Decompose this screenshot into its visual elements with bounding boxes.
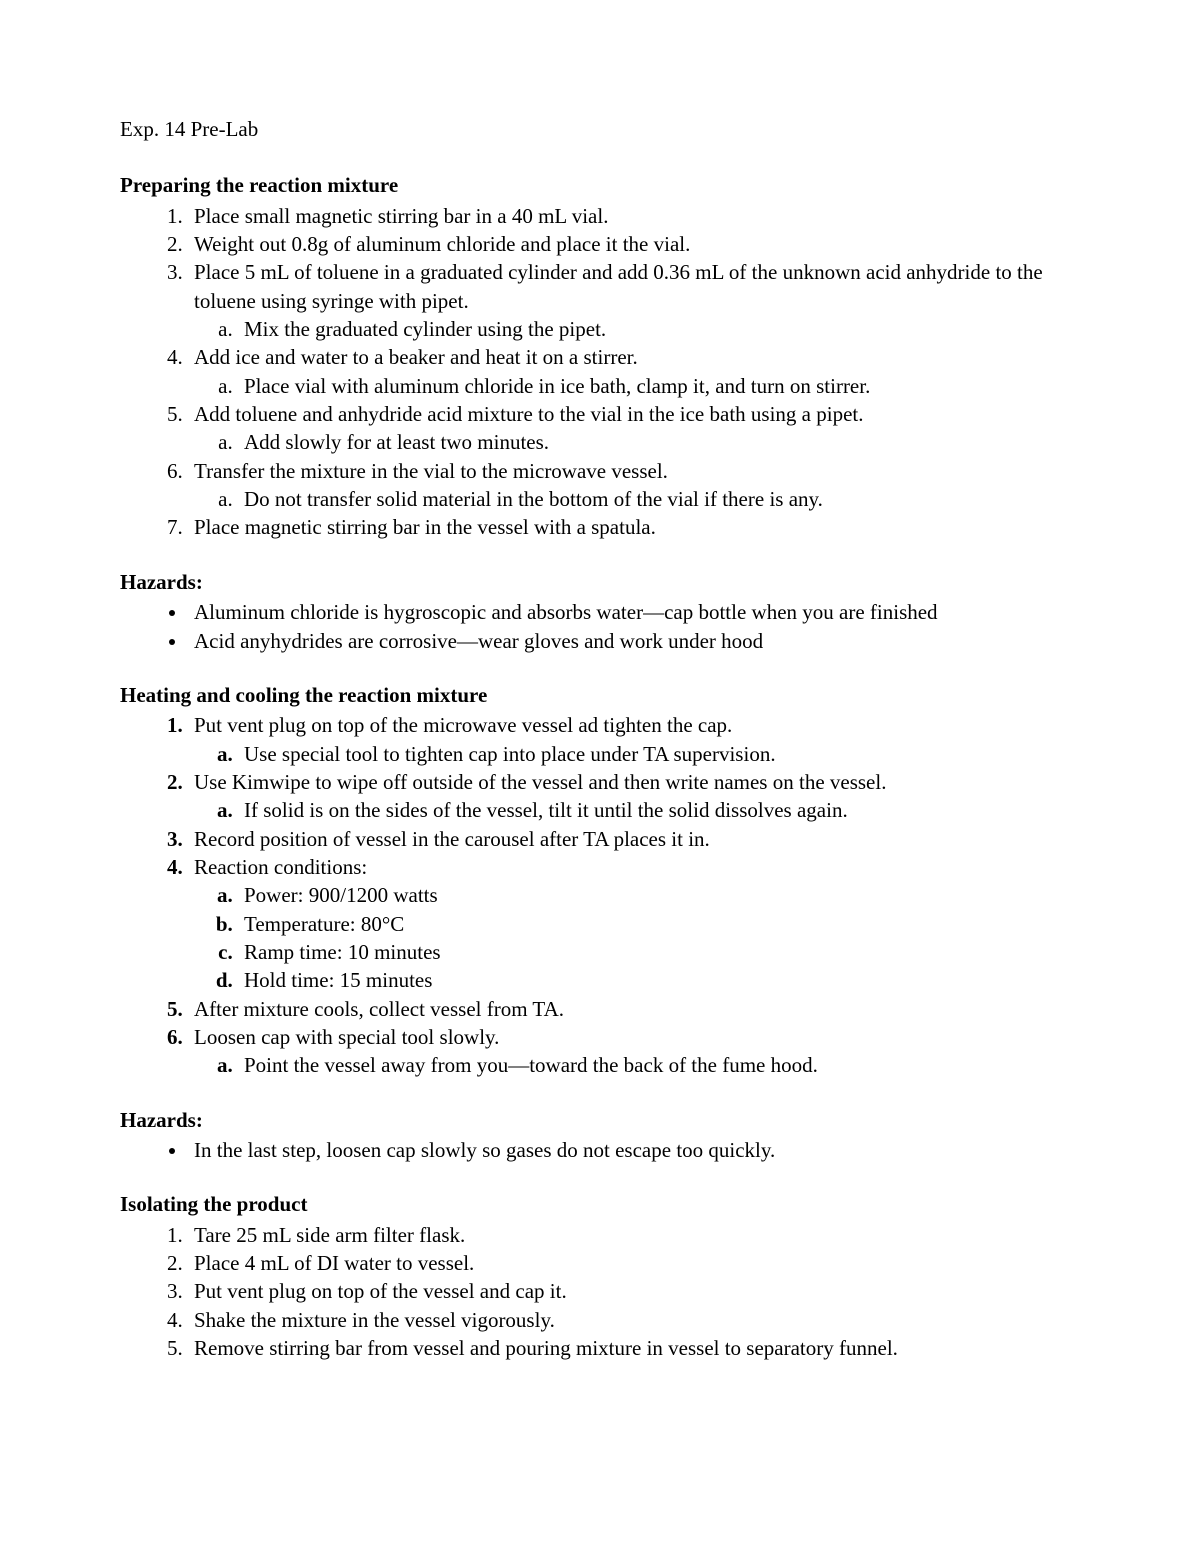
list-item: Add ice and water to a beaker and heat i…: [188, 343, 1080, 400]
sub-item: Mix the graduated cylinder using the pip…: [238, 315, 1080, 343]
list-item: Place small magnetic stirring bar in a 4…: [188, 202, 1080, 230]
item-text: Use Kimwipe to wipe off outside of the v…: [194, 770, 886, 794]
bullet-text: Aluminum chloride is hygroscopic and abs…: [194, 600, 938, 624]
sub-item-text: Do not transfer solid material in the bo…: [244, 487, 823, 511]
item-text: Add toluene and anhydride acid mixture t…: [194, 402, 863, 426]
item-text: Shake the mixture in the vessel vigorous…: [194, 1308, 555, 1332]
sub-item: Place vial with aluminum chloride in ice…: [238, 372, 1080, 400]
list-item: Place 5 mL of toluene in a graduated cyl…: [188, 258, 1080, 343]
sub-item: Power: 900/1200 watts: [238, 881, 1080, 909]
bullet-list: In the last step, loosen cap slowly so g…: [120, 1136, 1080, 1164]
list-item: Transfer the mixture in the vial to the …: [188, 457, 1080, 514]
sub-item-text: Power: 900/1200 watts: [244, 883, 438, 907]
sub-list: Power: 900/1200 watts Temperature: 80°C …: [194, 881, 1080, 994]
sub-item-text: Ramp time: 10 minutes: [244, 940, 441, 964]
sub-item: Add slowly for at least two minutes.: [238, 428, 1080, 456]
item-text: Place 4 mL of DI water to vessel.: [194, 1251, 474, 1275]
sub-item-text: Add slowly for at least two minutes.: [244, 430, 549, 454]
item-text: Tare 25 mL side arm filter flask.: [194, 1223, 465, 1247]
ordered-list: Place small magnetic stirring bar in a 4…: [120, 202, 1080, 542]
sub-item: Hold time: 15 minutes: [238, 966, 1080, 994]
list-item: Loosen cap with special tool slowly. Poi…: [188, 1023, 1080, 1080]
item-text: Place small magnetic stirring bar in a 4…: [194, 204, 608, 228]
item-text: Weight out 0.8g of aluminum chloride and…: [194, 232, 690, 256]
item-text: Transfer the mixture in the vial to the …: [194, 459, 668, 483]
list-item: Tare 25 mL side arm filter flask.: [188, 1221, 1080, 1249]
bullet-list: Aluminum chloride is hygroscopic and abs…: [120, 598, 1080, 655]
list-item: After mixture cools, collect vessel from…: [188, 995, 1080, 1023]
section-heading: Preparing the reaction mixture: [120, 171, 1080, 199]
sub-list: Place vial with aluminum chloride in ice…: [194, 372, 1080, 400]
list-item: Put vent plug on top of the microwave ve…: [188, 711, 1080, 768]
bullet-text: Acid anyhydrides are corrosive—wear glov…: [194, 629, 763, 653]
item-text: Place magnetic stirring bar in the vesse…: [194, 515, 656, 539]
bullet-item: Aluminum chloride is hygroscopic and abs…: [188, 598, 1080, 626]
document-page: Exp. 14 Pre-Lab Preparing the reaction m…: [0, 0, 1200, 1553]
list-item: Add toluene and anhydride acid mixture t…: [188, 400, 1080, 457]
sub-item: Do not transfer solid material in the bo…: [238, 485, 1080, 513]
sub-item-text: Mix the graduated cylinder using the pip…: [244, 317, 606, 341]
list-item: Put vent plug on top of the vessel and c…: [188, 1277, 1080, 1305]
list-item: Record position of vessel in the carouse…: [188, 825, 1080, 853]
item-text: After mixture cools, collect vessel from…: [194, 997, 564, 1021]
document-title: Exp. 14 Pre-Lab: [120, 115, 1080, 143]
sub-item-text: Use special tool to tighten cap into pla…: [244, 742, 776, 766]
section-heading: Hazards:: [120, 568, 1080, 596]
item-text: Remove stirring bar from vessel and pour…: [194, 1336, 898, 1360]
list-item: Weight out 0.8g of aluminum chloride and…: [188, 230, 1080, 258]
sub-item-text: If solid is on the sides of the vessel, …: [244, 798, 848, 822]
item-text: Loosen cap with special tool slowly.: [194, 1025, 499, 1049]
sub-item: Point the vessel away from you—toward th…: [238, 1051, 1080, 1079]
sub-list: Do not transfer solid material in the bo…: [194, 485, 1080, 513]
item-text: Place 5 mL of toluene in a graduated cyl…: [194, 260, 1043, 312]
item-text: Reaction conditions:: [194, 855, 367, 879]
bullet-item: In the last step, loosen cap slowly so g…: [188, 1136, 1080, 1164]
list-item: Shake the mixture in the vessel vigorous…: [188, 1306, 1080, 1334]
sub-list: Use special tool to tighten cap into pla…: [194, 740, 1080, 768]
sub-list: Point the vessel away from you—toward th…: [194, 1051, 1080, 1079]
item-text: Record position of vessel in the carouse…: [194, 827, 710, 851]
item-text: Add ice and water to a beaker and heat i…: [194, 345, 638, 369]
list-item: Place 4 mL of DI water to vessel.: [188, 1249, 1080, 1277]
bullet-text: In the last step, loosen cap slowly so g…: [194, 1138, 775, 1162]
sub-list: If solid is on the sides of the vessel, …: [194, 796, 1080, 824]
item-text: Put vent plug on top of the microwave ve…: [194, 713, 732, 737]
sub-item: If solid is on the sides of the vessel, …: [238, 796, 1080, 824]
section-heading: Hazards:: [120, 1106, 1080, 1134]
ordered-list: Tare 25 mL side arm filter flask. Place …: [120, 1221, 1080, 1363]
sub-list: Mix the graduated cylinder using the pip…: [194, 315, 1080, 343]
section-heading: Isolating the product: [120, 1190, 1080, 1218]
list-item: Use Kimwipe to wipe off outside of the v…: [188, 768, 1080, 825]
list-item: Place magnetic stirring bar in the vesse…: [188, 513, 1080, 541]
sub-item: Use special tool to tighten cap into pla…: [238, 740, 1080, 768]
ordered-list: Put vent plug on top of the microwave ve…: [120, 711, 1080, 1079]
list-item: Remove stirring bar from vessel and pour…: [188, 1334, 1080, 1362]
sub-item-text: Point the vessel away from you—toward th…: [244, 1053, 818, 1077]
sub-item: Temperature: 80°C: [238, 910, 1080, 938]
list-item: Reaction conditions: Power: 900/1200 wat…: [188, 853, 1080, 995]
sub-item-text: Temperature: 80°C: [244, 912, 404, 936]
section-heading: Heating and cooling the reaction mixture: [120, 681, 1080, 709]
sub-item-text: Hold time: 15 minutes: [244, 968, 432, 992]
sub-list: Add slowly for at least two minutes.: [194, 428, 1080, 456]
bullet-item: Acid anyhydrides are corrosive—wear glov…: [188, 627, 1080, 655]
item-text: Put vent plug on top of the vessel and c…: [194, 1279, 567, 1303]
sub-item-text: Place vial with aluminum chloride in ice…: [244, 374, 870, 398]
sub-item: Ramp time: 10 minutes: [238, 938, 1080, 966]
